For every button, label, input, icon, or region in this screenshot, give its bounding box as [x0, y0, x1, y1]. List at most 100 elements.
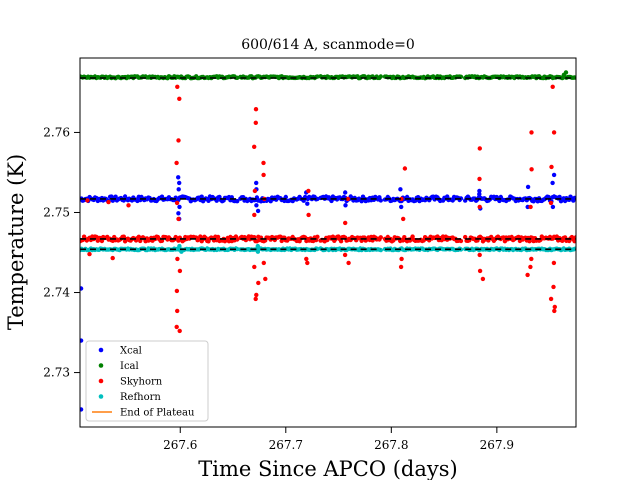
skyhorn-point [177, 96, 182, 102]
y-tick-label: 2.74 [43, 286, 70, 300]
xcal-point [551, 172, 557, 178]
skyhorn-point [175, 308, 180, 314]
skyhorn-point [378, 235, 383, 240]
skyhorn-point [401, 216, 406, 222]
skyhorn-point [174, 160, 179, 166]
legend-swatch-ical [98, 363, 104, 368]
refhorn-point [177, 243, 182, 249]
y-tick-label: 2.75 [43, 205, 70, 219]
skyhorn-point [198, 234, 203, 239]
skyhorn-point [175, 256, 180, 262]
skyhorn-point [548, 200, 554, 206]
skyhorn-point [252, 188, 258, 194]
legend-swatch-skyhorn [98, 378, 104, 384]
skyhorn-point [253, 107, 259, 112]
skyhorn-point [306, 188, 311, 194]
skyhorn-point [551, 130, 557, 135]
legend-label-refhorn: Refhorn [120, 392, 161, 403]
skyhorn-point [477, 176, 482, 182]
xcal-point [477, 191, 482, 197]
xcal-point [399, 204, 404, 210]
skyhorn-point [343, 220, 348, 226]
chart-title: 600/614 A, scanmode=0 [241, 37, 415, 53]
skyhorn-point [106, 199, 111, 205]
skyhorn-point [252, 144, 257, 149]
skyhorn-point [159, 238, 165, 243]
xcal-point [343, 190, 348, 195]
skyhorn-point [177, 328, 182, 334]
xcal-point [550, 204, 556, 210]
refhorn-point [255, 249, 261, 254]
skyhorn-point [552, 304, 557, 310]
xcal-point [550, 180, 555, 186]
legend-label-xcal: Xcal [120, 346, 142, 357]
skyhorn-point [87, 251, 92, 257]
skyhorn-point [253, 296, 258, 302]
skyhorn-point [256, 280, 261, 286]
skyhorn-point [399, 256, 404, 262]
skyhorn-point [261, 260, 266, 266]
skyhorn-point [338, 239, 344, 244]
ical-point [378, 74, 383, 79]
y-tick-label: 2.73 [43, 366, 70, 380]
skyhorn-point [346, 260, 351, 266]
skyhorn-point [529, 130, 534, 135]
ical-point [561, 72, 567, 78]
skyhorn-point [402, 166, 408, 171]
plot-area [80, 70, 576, 412]
x-tick-label: 267.8 [374, 438, 408, 452]
skyhorn-point [305, 260, 310, 266]
skyhorn-point [477, 146, 482, 151]
skyhorn-point [480, 276, 486, 282]
xcal-point [254, 180, 259, 186]
skyhorn-point [306, 212, 311, 218]
series-xcal [80, 172, 576, 412]
xcal-point [176, 211, 181, 216]
skyhorn-point [552, 308, 557, 314]
skyhorn-point [176, 138, 181, 143]
xcal-point [177, 204, 182, 210]
skyhorn-point [398, 264, 404, 270]
xcal-point [305, 201, 310, 206]
skyhorn-point [174, 288, 180, 294]
xcal-point [80, 338, 84, 343]
xcal-point [398, 187, 403, 192]
skyhorn-point [315, 234, 320, 239]
skyhorn-point [477, 252, 482, 258]
legend-swatch-xcal [98, 347, 104, 353]
skyhorn-point [126, 203, 131, 208]
y-axis-label: Temperature (K) [4, 154, 28, 330]
axis-ticks: 267.6 267.7 267.8 267.9 2.73 2.74 2.75 2.76 [43, 125, 514, 452]
skyhorn-point [529, 256, 534, 262]
skyhorn-point [177, 268, 183, 274]
skyhorn-point [548, 296, 554, 302]
xcal-point [80, 407, 84, 412]
skyhorn-point [529, 167, 534, 172]
skyhorn-point [527, 239, 532, 244]
skyhorn-point [458, 238, 464, 244]
skyhorn-point [572, 239, 576, 244]
skyhorn-point [345, 196, 351, 202]
skyhorn-point [477, 268, 483, 274]
legend-label-skyhorn: Skyhorn [120, 377, 163, 388]
skyhorn-point [528, 204, 533, 210]
skyhorn-point [342, 252, 348, 258]
refhorn-point [235, 246, 240, 252]
skyhorn-point [174, 324, 179, 330]
skyhorn-point [175, 84, 180, 90]
skyhorn-point [525, 272, 530, 278]
x-tick-label: 267.7 [269, 438, 303, 452]
x-axis-label: Time Since APCO (days) [198, 457, 457, 480]
legend-swatch-refhorn [98, 394, 104, 399]
series-refhorn [80, 243, 576, 254]
xcal-point [343, 203, 348, 208]
skyhorn-point [261, 160, 266, 166]
xcal-point [177, 180, 182, 186]
skyhorn-point [110, 255, 115, 261]
skyhorn-point [551, 284, 556, 290]
xcal-point [199, 194, 204, 199]
skyhorn-point [215, 234, 221, 240]
skyhorn-point [99, 238, 105, 244]
skyhorn-point [174, 200, 180, 206]
skyhorn-point [252, 212, 257, 218]
